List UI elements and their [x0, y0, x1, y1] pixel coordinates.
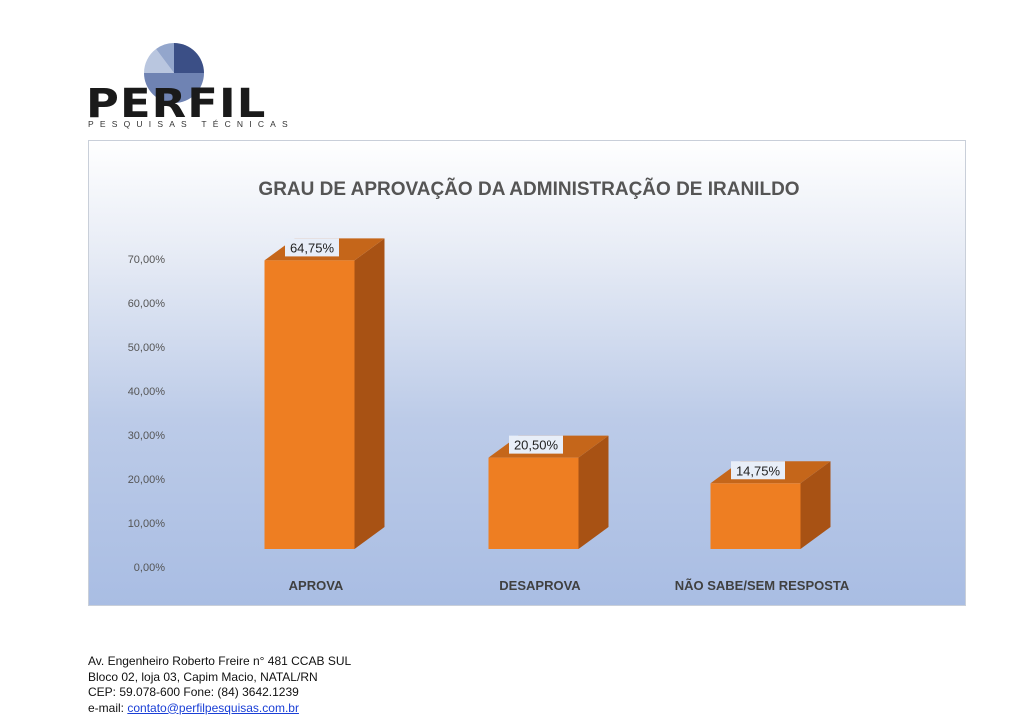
chart-panel: GRAU DE APROVAÇÃO DA ADMINISTRAÇÃO DE IR…	[88, 140, 966, 606]
data-label-background	[285, 238, 339, 257]
y-tick-label: 30,00%	[128, 430, 166, 442]
data-label: 64,75%	[290, 240, 335, 255]
y-tick-label: 10,00%	[128, 518, 166, 530]
y-tick-label: 50,00%	[128, 342, 166, 354]
data-label: 14,75%	[736, 463, 781, 478]
contact-footer: Av. Engenheiro Roberto Freire n° 481 CCA…	[88, 654, 351, 716]
bar-front-face	[710, 483, 801, 549]
email-line: e-mail: contato@perfilpesquisas.com.br	[88, 701, 351, 717]
category-label: APROVA	[289, 578, 344, 593]
data-label-background	[509, 435, 563, 454]
approval-bar-chart: GRAU DE APROVAÇÃO DA ADMINISTRAÇÃO DE IR…	[128, 178, 850, 593]
y-tick-label: 20,00%	[128, 474, 166, 486]
bar-3: 14,75%	[710, 461, 831, 549]
logo-pie-slice-light	[144, 49, 174, 73]
bar-front-face	[264, 260, 355, 549]
address-line-3: CEP: 59.078-600 Fone: (84) 3642.1239	[88, 685, 299, 699]
logo-pie-slice-mid	[144, 73, 204, 103]
y-tick-label: 0,00%	[134, 562, 165, 574]
y-tick-label: 60,00%	[128, 298, 166, 310]
bar-side-face	[800, 461, 831, 549]
category-label: NÃO SABE/SEM RESPOSTA	[675, 578, 850, 593]
address-line-1: Av. Engenheiro Roberto Freire n° 481 CCA…	[88, 654, 352, 668]
y-tick-label: 70,00%	[128, 254, 166, 266]
chart-title: GRAU DE APROVAÇÃO DA ADMINISTRAÇÃO DE IR…	[258, 178, 799, 200]
logo-tagline: PESQUISAS TÉCNICAS	[88, 119, 294, 129]
bar-side-face	[354, 238, 385, 549]
category-label: DESAPROVA	[499, 578, 581, 593]
data-label-background	[731, 461, 785, 480]
bar-2: 20,50%	[488, 435, 609, 549]
perfil-logo-icon	[144, 43, 204, 103]
bar-side-face	[578, 435, 609, 549]
logo-pie-slice-dark	[174, 43, 204, 73]
logo-pie-slice-pale	[156, 43, 174, 73]
email-prefix: e-mail:	[88, 700, 128, 715]
bar-front-face	[488, 457, 579, 549]
email-link[interactable]: contato@perfilpesquisas.com.br	[127, 700, 299, 715]
bar-1: 64,75%	[264, 238, 385, 549]
logo-name: PERFIL	[86, 81, 267, 127]
data-label: 20,50%	[514, 438, 559, 453]
address-line-2: Bloco 02, loja 03, Capim Macio, NATAL/RN	[88, 669, 318, 684]
y-tick-label: 40,00%	[128, 386, 166, 398]
